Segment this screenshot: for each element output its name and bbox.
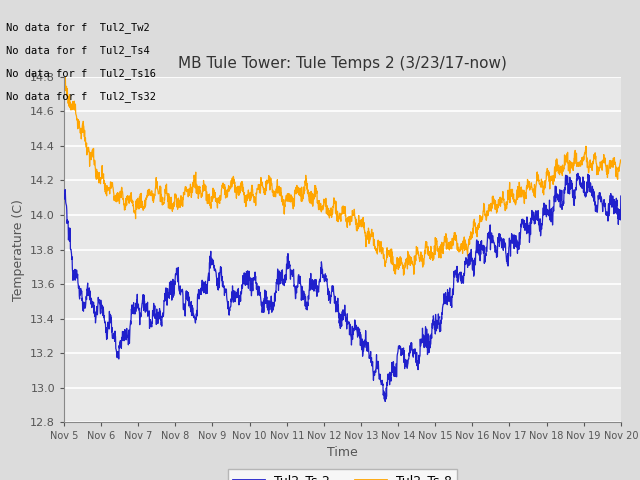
Text: No data for f  Tul2_Ts16: No data for f Tul2_Ts16 bbox=[6, 68, 156, 79]
Y-axis label: Temperature (C): Temperature (C) bbox=[12, 199, 24, 300]
Text: No data for f  Tul2_Tw2: No data for f Tul2_Tw2 bbox=[6, 22, 150, 33]
Text: No data for f  Tul2_Ts32: No data for f Tul2_Ts32 bbox=[6, 91, 156, 102]
Text: No data for f  Tul2_Ts4: No data for f Tul2_Ts4 bbox=[6, 45, 150, 56]
Title: MB Tule Tower: Tule Temps 2 (3/23/17-now): MB Tule Tower: Tule Temps 2 (3/23/17-now… bbox=[178, 57, 507, 72]
X-axis label: Time: Time bbox=[327, 445, 358, 458]
Legend: Tul2_Ts-2, Tul2_Ts-8: Tul2_Ts-2, Tul2_Ts-8 bbox=[228, 469, 457, 480]
